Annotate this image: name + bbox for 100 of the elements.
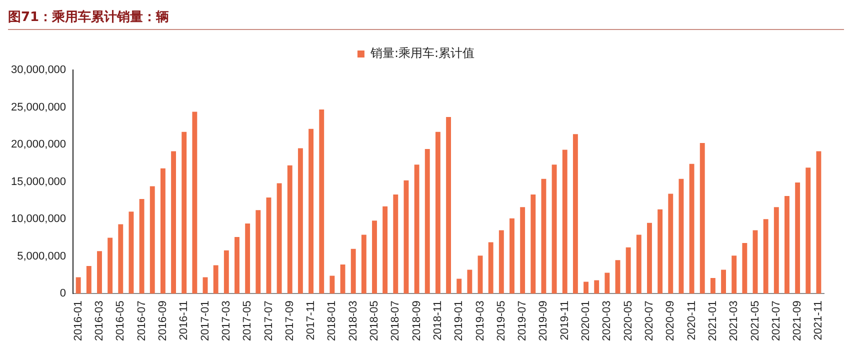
x-tick-label: 2020-09 bbox=[664, 300, 677, 342]
x-tick-label: 2021-01 bbox=[706, 300, 719, 342]
bar bbox=[128, 212, 134, 294]
bar bbox=[774, 207, 779, 294]
bar bbox=[510, 218, 514, 294]
bar bbox=[424, 149, 430, 294]
bar bbox=[604, 272, 610, 294]
y-tick-label: 25,000,000 bbox=[10, 101, 66, 114]
bar bbox=[350, 248, 356, 294]
bar bbox=[552, 164, 557, 294]
bar bbox=[97, 251, 102, 294]
bar bbox=[636, 234, 642, 294]
bar bbox=[160, 168, 166, 294]
bar bbox=[298, 148, 303, 294]
bar bbox=[330, 276, 335, 294]
bar bbox=[678, 178, 684, 294]
bar bbox=[192, 112, 198, 294]
x-tick-label: 2017-09 bbox=[284, 300, 296, 342]
bar bbox=[308, 128, 314, 294]
bar bbox=[584, 282, 588, 294]
x-tick-label: 2017-07 bbox=[262, 300, 275, 342]
x-tick-label: 2016-05 bbox=[114, 300, 127, 342]
x-tick-label: 2018-05 bbox=[368, 300, 381, 342]
x-tick-label: 2016-07 bbox=[136, 300, 148, 342]
x-tick-label: 2019-09 bbox=[538, 300, 550, 342]
x-tick-label: 2016-11 bbox=[178, 300, 190, 340]
x-tick-label: 2021-05 bbox=[749, 300, 762, 342]
bar bbox=[139, 198, 144, 294]
bar bbox=[615, 260, 620, 294]
bar bbox=[319, 110, 324, 294]
bar bbox=[202, 277, 208, 294]
bar bbox=[541, 178, 546, 294]
x-tick-label: 2018-07 bbox=[390, 300, 402, 342]
x-tick-label: 2017-05 bbox=[242, 300, 254, 342]
bar bbox=[742, 242, 748, 294]
bar bbox=[732, 256, 737, 294]
bar bbox=[658, 209, 663, 294]
bar bbox=[530, 194, 536, 294]
y-tick-label: 5,000,000 bbox=[17, 250, 66, 262]
bar bbox=[245, 224, 250, 294]
bar bbox=[763, 219, 768, 294]
bar bbox=[795, 182, 800, 294]
y-tick-label: 30,000,000 bbox=[10, 64, 66, 76]
bar bbox=[700, 143, 705, 294]
bar bbox=[382, 206, 388, 294]
y-tick-label: 10,000,000 bbox=[10, 213, 66, 226]
bar bbox=[668, 194, 674, 294]
bar bbox=[710, 278, 716, 294]
bar bbox=[213, 265, 218, 294]
bar bbox=[266, 197, 272, 294]
bar bbox=[372, 220, 377, 294]
x-tick-label: 2016-09 bbox=[156, 300, 169, 342]
bar bbox=[478, 256, 483, 294]
bar bbox=[498, 230, 504, 294]
x-tick-label: 2021-11 bbox=[812, 300, 825, 340]
bar bbox=[647, 222, 652, 294]
bar bbox=[150, 186, 155, 294]
bar bbox=[488, 242, 494, 294]
bar bbox=[467, 270, 472, 294]
x-tick-label: 2019-07 bbox=[516, 300, 529, 342]
bar bbox=[721, 270, 726, 294]
bar bbox=[404, 180, 409, 294]
x-tick-label: 2017-03 bbox=[220, 300, 232, 342]
x-tick-label: 2018-03 bbox=[347, 300, 360, 342]
bar bbox=[276, 183, 282, 294]
bar bbox=[456, 278, 462, 294]
y-tick-label: 20,000,000 bbox=[10, 138, 66, 151]
legend-label: 销量:乘用车:累计值 bbox=[369, 46, 475, 60]
x-tick-label: 2017-01 bbox=[199, 300, 212, 342]
bar bbox=[224, 250, 229, 294]
bar bbox=[806, 168, 811, 294]
x-tick-label: 2020-01 bbox=[580, 300, 592, 342]
bar bbox=[76, 277, 81, 294]
bar bbox=[182, 132, 187, 294]
bar bbox=[572, 134, 578, 294]
bar bbox=[287, 165, 292, 294]
bar bbox=[234, 236, 240, 294]
bar bbox=[118, 224, 124, 294]
x-tick-label: 2020-03 bbox=[601, 300, 614, 342]
chart-title: 图71：乘用车累计销量：辆 bbox=[8, 8, 844, 30]
y-tick-label: 0 bbox=[60, 288, 66, 300]
bar bbox=[435, 132, 440, 294]
bar bbox=[752, 230, 758, 294]
bar bbox=[594, 280, 600, 294]
x-tick-label: 2021-03 bbox=[728, 300, 740, 342]
bar bbox=[393, 194, 398, 294]
x-tick-label: 2017-11 bbox=[305, 300, 318, 340]
x-tick-label: 2018-01 bbox=[326, 300, 338, 342]
x-tick-label: 2016-01 bbox=[72, 300, 84, 342]
x-tick-label: 2021-07 bbox=[770, 300, 782, 342]
x-tick-label: 2018-11 bbox=[432, 300, 444, 340]
bar bbox=[689, 164, 694, 294]
bar bbox=[256, 210, 261, 294]
bar bbox=[414, 164, 420, 294]
bar bbox=[361, 234, 366, 294]
x-tick-label: 2019-11 bbox=[558, 300, 571, 340]
bar bbox=[446, 116, 451, 294]
bar bbox=[562, 150, 568, 294]
bar bbox=[171, 151, 176, 294]
x-tick-label: 2019-05 bbox=[495, 300, 508, 342]
